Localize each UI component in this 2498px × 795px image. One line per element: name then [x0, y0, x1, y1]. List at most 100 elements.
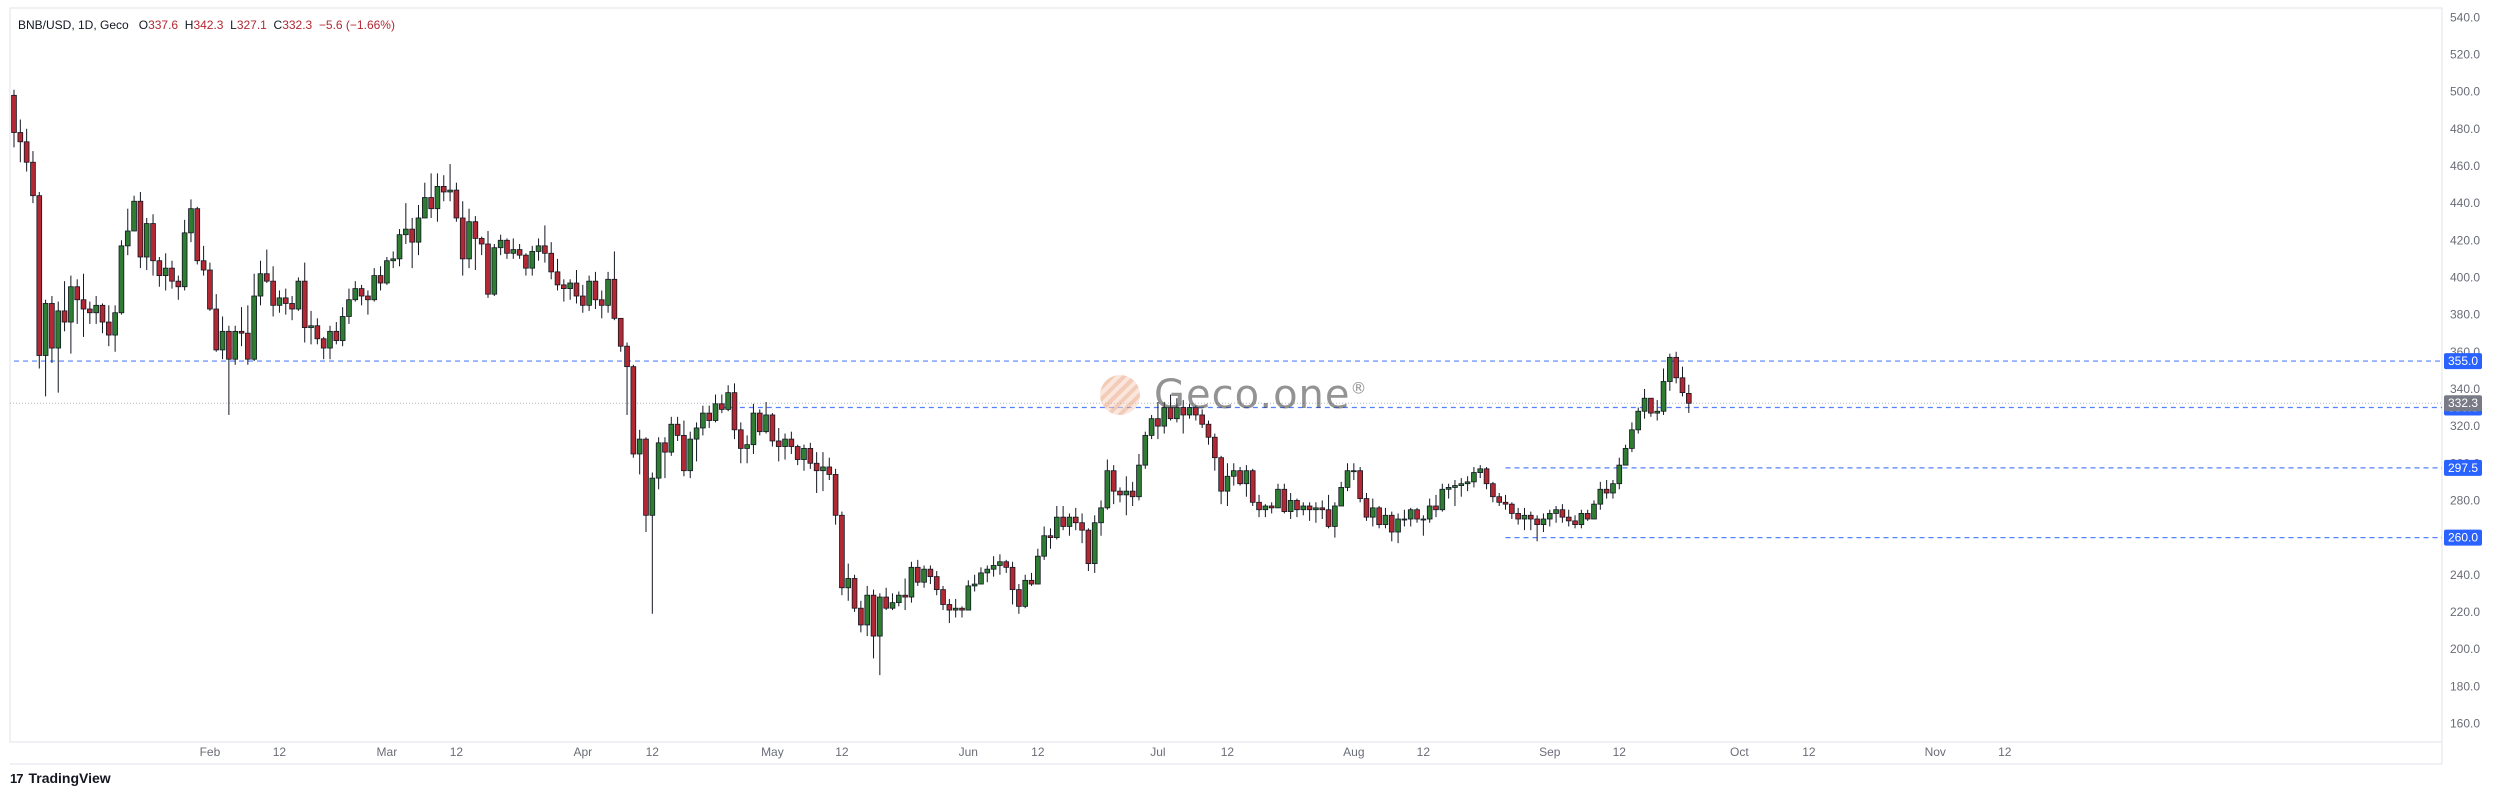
candle-down: [731, 383, 738, 440]
candle-body: [1433, 505, 1439, 511]
candle-up: [1300, 502, 1307, 516]
candle-body: [1483, 468, 1490, 485]
y-tick-label: 320.0: [2450, 419, 2480, 433]
tradingview-logo[interactable]: 17 TradingView: [10, 770, 111, 786]
candle-body: [1016, 589, 1022, 607]
candle-body: [1123, 490, 1130, 496]
candle-up: [1426, 498, 1433, 523]
candle-body: [1199, 414, 1205, 425]
candle-up: [1104, 459, 1111, 510]
candle-body: [946, 604, 953, 611]
candle-down: [36, 191, 43, 369]
candle-body: [668, 423, 675, 453]
candle-body: [877, 596, 883, 637]
candle-down: [674, 416, 681, 441]
candle-body: [687, 438, 694, 472]
candle-down: [1502, 494, 1509, 510]
candle-body: [301, 280, 308, 329]
candle-up: [1344, 463, 1351, 492]
candle-body: [175, 280, 182, 288]
candle-body: [624, 345, 630, 368]
candle-up: [1224, 463, 1231, 507]
candle-body: [1426, 505, 1433, 520]
candle-down: [832, 468, 839, 525]
candle-down: [681, 420, 687, 477]
candle-body: [156, 260, 163, 276]
candle-body: [238, 330, 245, 334]
candle-up: [605, 271, 611, 313]
y-tick-label: 440.0: [2450, 196, 2480, 210]
candle-body: [756, 412, 763, 433]
candle-body: [959, 607, 965, 611]
candle-body: [927, 568, 934, 578]
candle-down: [169, 260, 175, 289]
candle-body: [1022, 579, 1028, 607]
candle-body: [207, 269, 213, 310]
candle-body: [807, 447, 814, 464]
candle-body: [1641, 397, 1648, 412]
candle-body: [188, 208, 194, 234]
level-price-tag: [2444, 529, 2482, 546]
candle-body: [813, 462, 820, 472]
candle-up: [403, 203, 409, 244]
candle-body: [30, 161, 36, 197]
candle-body: [763, 414, 769, 433]
candle-body: [1553, 509, 1559, 514]
candle-body: [99, 304, 106, 323]
candle-body: [320, 338, 327, 349]
candle-down: [1679, 366, 1686, 397]
high-value: 342.3: [193, 18, 224, 32]
candle-body: [1597, 488, 1604, 505]
candle-up: [1641, 388, 1648, 419]
candle-up: [346, 288, 352, 324]
candle-up: [1275, 483, 1281, 509]
candle-body: [775, 440, 782, 447]
candle-up: [877, 593, 883, 676]
candle-up: [491, 243, 498, 297]
candle-body: [662, 442, 668, 453]
candle-body: [1180, 407, 1187, 416]
candle-up: [668, 416, 675, 456]
candle-down: [289, 296, 295, 321]
candle-up: [251, 273, 257, 362]
candle-down: [1028, 572, 1035, 586]
candle-down: [1117, 487, 1123, 503]
candle-body: [870, 594, 877, 637]
candle-body: [1616, 464, 1623, 485]
candle-body: [794, 446, 801, 460]
candle-body: [1673, 356, 1679, 379]
candle-body: [1370, 507, 1376, 518]
candle-up: [1148, 414, 1155, 440]
candle-body: [384, 260, 390, 284]
candle-body: [42, 303, 49, 356]
candle-up: [327, 325, 333, 360]
candle-body: [1319, 507, 1326, 511]
candle-up: [744, 435, 750, 464]
x-tick-label: Mar: [377, 745, 398, 759]
candle-body: [1388, 514, 1395, 533]
candle-down: [1433, 494, 1439, 518]
candle-body: [1603, 488, 1610, 494]
candle-down: [200, 245, 207, 276]
candle-body: [112, 312, 118, 336]
candle-up: [921, 565, 927, 588]
candle-up: [655, 437, 662, 490]
candle-up: [1616, 457, 1623, 490]
candle-up: [42, 299, 49, 397]
candle-body: [453, 189, 460, 219]
candle-body: [1445, 487, 1452, 490]
candle-body: [1243, 470, 1250, 485]
candle-down: [946, 598, 953, 624]
candle-up: [997, 554, 1003, 575]
candle-up: [984, 565, 991, 583]
candle-body: [1395, 518, 1401, 533]
candle-up: [1591, 500, 1597, 520]
candle-body: [36, 195, 43, 356]
candle-up: [219, 316, 226, 360]
candle-down: [813, 452, 820, 493]
candle-body: [1028, 579, 1035, 585]
candle-body: [1622, 447, 1629, 466]
candle-up: [908, 561, 915, 603]
candle-body: [263, 273, 270, 282]
